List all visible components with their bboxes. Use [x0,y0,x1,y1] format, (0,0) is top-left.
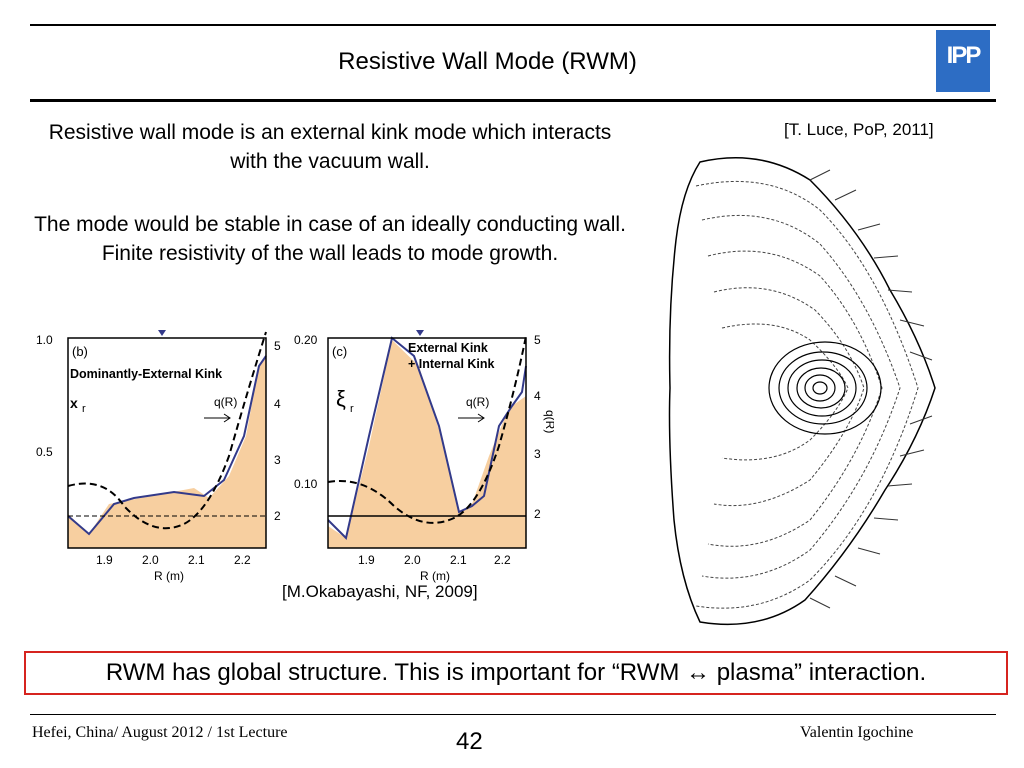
plot-b-xi-label: x [70,395,78,411]
plot-c-rtick-1: 5 [534,333,541,347]
plot-c-xi-label: ξ [336,386,346,411]
core-contours [768,341,882,435]
plot-b-rtick-3: 3 [274,453,281,467]
plot-c-fill [328,340,526,548]
plot-b-rtick-2: 4 [274,397,281,411]
edge-flow-arrows [809,169,933,609]
header-rule [30,99,996,102]
plot-c-marker-icon [416,330,424,336]
plot-c-xtick-2: 2.0 [404,553,421,567]
plot-c-rtick-2: 4 [534,389,541,403]
plot-b-ytick-1: 1.0 [36,333,53,347]
plot-b-arrow-icon [204,413,231,423]
plasma-boundary [668,157,936,626]
plot-b: 1.0 0.5 (b) Dominantly-External Kink x r… [36,330,281,583]
plot-c-panel: (c) [332,344,347,359]
plot-b-q-label: q(R) [214,395,237,409]
paragraph-definition: Resistive wall mode is an external kink … [48,121,612,173]
plot-c-rtick-3: 3 [534,447,541,461]
paragraph-stability: The mode would be stable in case of an i… [34,213,626,265]
plot-b-marker-icon [158,330,166,336]
citation-luce: [T. Luce, PoP, 2011] [784,120,934,139]
plot-c-rtick-4: 2 [534,507,541,521]
plot-c-xlabel: R (m) [420,569,450,583]
footer-rule [30,714,996,715]
plot-b-fill [68,356,266,548]
footer-left: Hefei, China/ August 2012 / 1st Lecture [32,724,288,741]
plot-c-q-curve [327,335,527,524]
plot-c-xi-curve [327,336,527,540]
slide-title: Resistive Wall Mode (RWM) [338,48,637,75]
plot-c-label-2: + Internal Kink [408,357,495,371]
plot-b-xlabel: R (m) [154,569,184,583]
page-number: 42 [456,728,483,755]
plot-c-xtick-3: 2.1 [450,553,467,567]
plot-b-xi-curve [67,355,267,536]
plot-b-ytick-2: 0.5 [36,445,53,459]
plot-b-xtick-4: 2.2 [234,553,251,567]
plot-c-xi-sub: r [350,403,354,415]
plot-c: 0.20 0.10 (c) External Kink + Internal K… [294,330,554,583]
plot-c-xtick-4: 2.2 [494,553,511,567]
plot-b-xtick-3: 2.1 [188,553,205,567]
logo-text: IPP [946,42,982,69]
plot-b-label: Dominantly-External Kink [70,367,222,381]
plot-c-label-1: External Kink [408,341,488,355]
plot-b-xtick-2: 2.0 [142,553,159,567]
plot-b-q-curve [67,331,267,530]
plot-b-xtick-1: 1.9 [96,553,113,567]
plot-b-panel: (b) [72,344,88,359]
plot-b-rtick-4: 2 [274,509,281,523]
plot-c-q-label: q(R) [466,395,489,409]
plot-b-rtick-1: 5 [274,339,281,353]
rwm-flow-pattern-figure [668,157,936,626]
plot-c-right-axis-label: q(R) [543,410,554,433]
conclusion-box: RWM has global structure. This is import… [24,651,1008,695]
plot-c-ytick-2: 0.10 [294,477,318,491]
plot-c-arrow-icon [458,413,485,423]
plot-c-xtick-1: 1.9 [358,553,375,567]
footer-right: Valentin Igochine [800,724,914,741]
top-rule [30,24,996,26]
flow-field [695,181,919,609]
plot-b-xi-sub: r [82,403,86,415]
citation-okabayashi: [M.Okabayashi, NF, 2009] [282,582,478,601]
plot-c-ytick-1: 0.20 [294,333,318,347]
ipp-logo: IPP [936,30,990,92]
